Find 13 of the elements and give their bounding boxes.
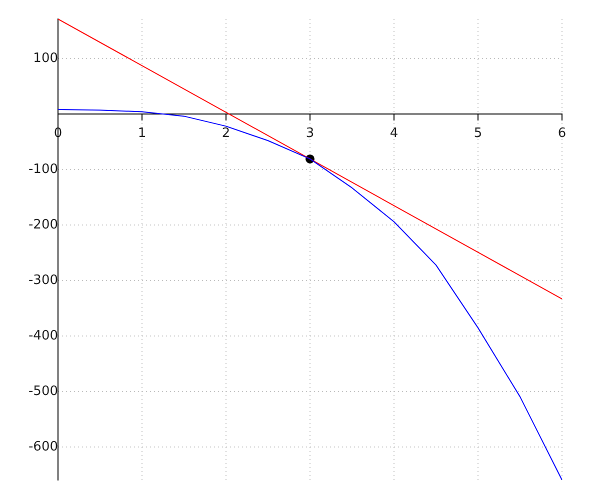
x-tick-label: 3 bbox=[306, 126, 314, 142]
y-tick-label: -400 bbox=[28, 328, 58, 344]
y-tick-label: -500 bbox=[28, 384, 58, 400]
x-tick-label: 5 bbox=[474, 126, 482, 142]
y-tick-label: -100 bbox=[28, 162, 58, 177]
y-tick-label: -600 bbox=[28, 440, 58, 455]
x-tick-label: 1 bbox=[138, 126, 146, 142]
x-tick-label: 6 bbox=[558, 126, 566, 142]
y-tick-label: -300 bbox=[28, 272, 58, 288]
y-tick-label: 100 bbox=[33, 50, 58, 66]
x-tick-label: 4 bbox=[390, 126, 398, 142]
y-tick-label: -200 bbox=[28, 217, 58, 232]
x-tick-label: 2 bbox=[222, 126, 230, 142]
